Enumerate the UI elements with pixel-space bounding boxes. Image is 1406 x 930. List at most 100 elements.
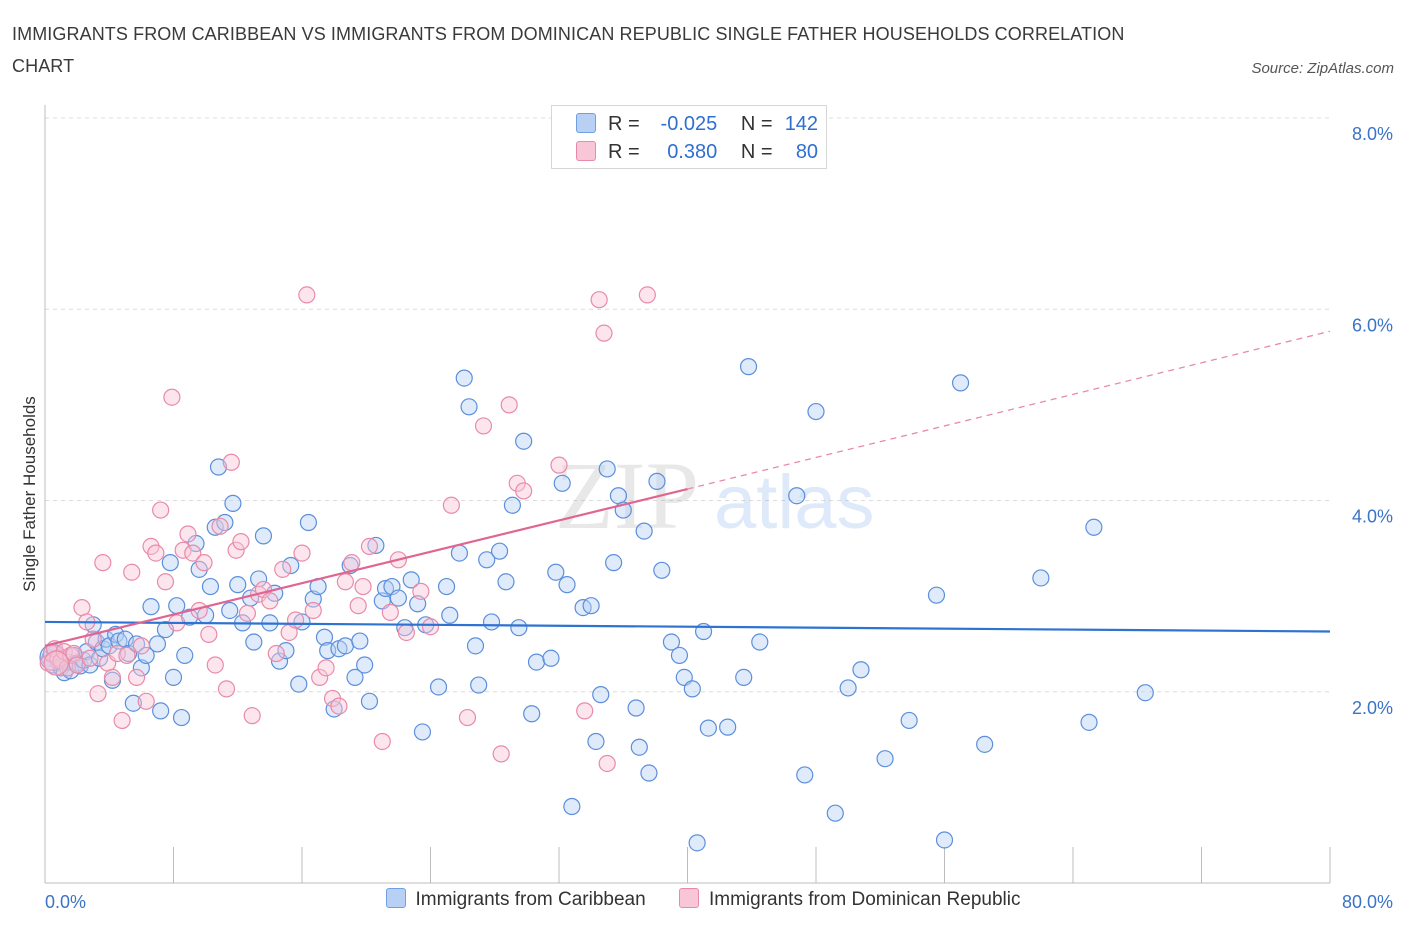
- dominican-point: [458, 708, 477, 727]
- caribbean-point: [876, 750, 894, 768]
- gridlines: [45, 117, 1330, 693]
- dominican-point: [298, 286, 316, 304]
- dominican-point: [492, 745, 510, 763]
- caribbean-point: [699, 719, 717, 737]
- caribbean-point: [290, 675, 308, 693]
- dominican-point: [274, 560, 292, 578]
- caribbean-point: [460, 398, 478, 416]
- dominican-point: [211, 517, 229, 535]
- dominican-point: [137, 692, 155, 710]
- caribbean-point: [389, 589, 407, 607]
- caribbean-point: [605, 554, 623, 572]
- caribbean-point: [221, 601, 239, 620]
- caribbean-point: [478, 551, 496, 569]
- caribbean-point: [640, 764, 658, 782]
- dominican-point: [381, 603, 399, 621]
- dominican-point: [515, 482, 533, 500]
- caribbean-point: [164, 668, 183, 687]
- caribbean-point: [152, 702, 170, 720]
- caribbean-point: [351, 632, 369, 650]
- dominican-point: [118, 646, 136, 665]
- dominican-trend-extension: [687, 330, 1331, 490]
- r-value-dominican: 0.380: [667, 141, 718, 163]
- dominican-point: [113, 711, 131, 730]
- legend-row-dominican: R = 0.380 N = 80: [576, 138, 818, 166]
- caribbean-point: [592, 686, 610, 704]
- caribbean-point: [254, 527, 273, 545]
- caribbean-point: [413, 723, 432, 741]
- dominican-point: [174, 541, 192, 559]
- dominican-point: [89, 685, 107, 703]
- caribbean-point: [201, 577, 220, 596]
- dominican-point: [595, 324, 613, 342]
- caribbean-point: [670, 646, 689, 665]
- caribbean-point: [598, 460, 616, 478]
- dominican-point: [184, 544, 202, 562]
- dominican-point: [311, 668, 329, 687]
- caribbean-point: [346, 668, 364, 687]
- caribbean-point: [503, 496, 522, 514]
- caribbean-point: [172, 708, 191, 727]
- caribbean-point: [826, 804, 844, 822]
- legend-item-caribbean[interactable]: Immigrants from Caribbean: [385, 888, 646, 911]
- caribbean-point: [336, 637, 354, 655]
- dominican-point: [132, 637, 150, 655]
- caribbean-point: [796, 766, 814, 784]
- dominican-point: [397, 623, 416, 642]
- r-label: R =: [608, 141, 640, 163]
- caribbean-point: [662, 633, 681, 651]
- dominican-point: [123, 563, 141, 581]
- caribbean-point: [277, 642, 295, 660]
- caribbean-point: [527, 653, 546, 671]
- dominican-point: [576, 702, 594, 720]
- caribbean-point: [635, 522, 653, 540]
- legend-row-caribbean: R = -0.025 N = 142: [576, 110, 818, 138]
- dominican-point: [81, 649, 99, 667]
- dominican-point: [147, 544, 165, 562]
- dominican-point: [94, 554, 112, 572]
- dominican-point: [222, 453, 240, 471]
- series-legend: Immigrants from Caribbean Immigrants fro…: [0, 888, 1406, 911]
- x-tick-label-end: 80.0%: [1342, 892, 1393, 912]
- caribbean-point: [542, 649, 560, 667]
- caribbean-point: [224, 494, 242, 512]
- caribbean-point: [176, 646, 194, 665]
- dominican-point: [217, 680, 236, 698]
- dominican-points: [39, 286, 656, 773]
- trend-lines: [44, 330, 1331, 647]
- x-tick-label-start: 0.0%: [45, 892, 86, 912]
- r-value-caribbean: -0.025: [660, 113, 718, 135]
- y-axis-label: Single Father Households: [20, 396, 39, 592]
- dominican-point: [243, 707, 261, 725]
- caribbean-point: [299, 513, 318, 532]
- caribbean-point: [648, 472, 666, 490]
- y-tick-label: 4.0%: [1352, 507, 1393, 527]
- caribbean-point: [441, 606, 459, 624]
- caribbean-point: [470, 676, 488, 694]
- caribbean-point: [582, 597, 600, 615]
- dominican-point: [152, 501, 170, 519]
- n-label: N =: [740, 141, 773, 163]
- dominican-point: [442, 496, 460, 514]
- caribbean-point: [547, 563, 565, 581]
- dominican-point: [343, 554, 361, 572]
- caribbean-point: [429, 678, 448, 696]
- caribbean-point: [807, 402, 825, 421]
- legend-item-dominican[interactable]: Immigrants from Dominican Republic: [678, 888, 1021, 911]
- caribbean-point: [1085, 518, 1103, 536]
- dominican-point: [163, 388, 181, 406]
- legend-label-dominican: Immigrants from Dominican Republic: [708, 889, 1021, 910]
- dominican-point: [590, 291, 608, 309]
- caribbean-point: [124, 694, 142, 712]
- dominican-point: [412, 582, 430, 600]
- caribbean-trend-line: [44, 620, 1331, 633]
- watermark: ZIP atlas: [555, 442, 875, 549]
- caribbean-point: [482, 613, 501, 631]
- dominican-point: [206, 656, 224, 674]
- dominican-legend-swatch: [678, 888, 699, 908]
- caribbean-point: [376, 579, 395, 598]
- legend-label-caribbean: Immigrants from Caribbean: [415, 889, 646, 910]
- caribbean-point: [360, 692, 379, 710]
- caribbean-point: [250, 570, 268, 588]
